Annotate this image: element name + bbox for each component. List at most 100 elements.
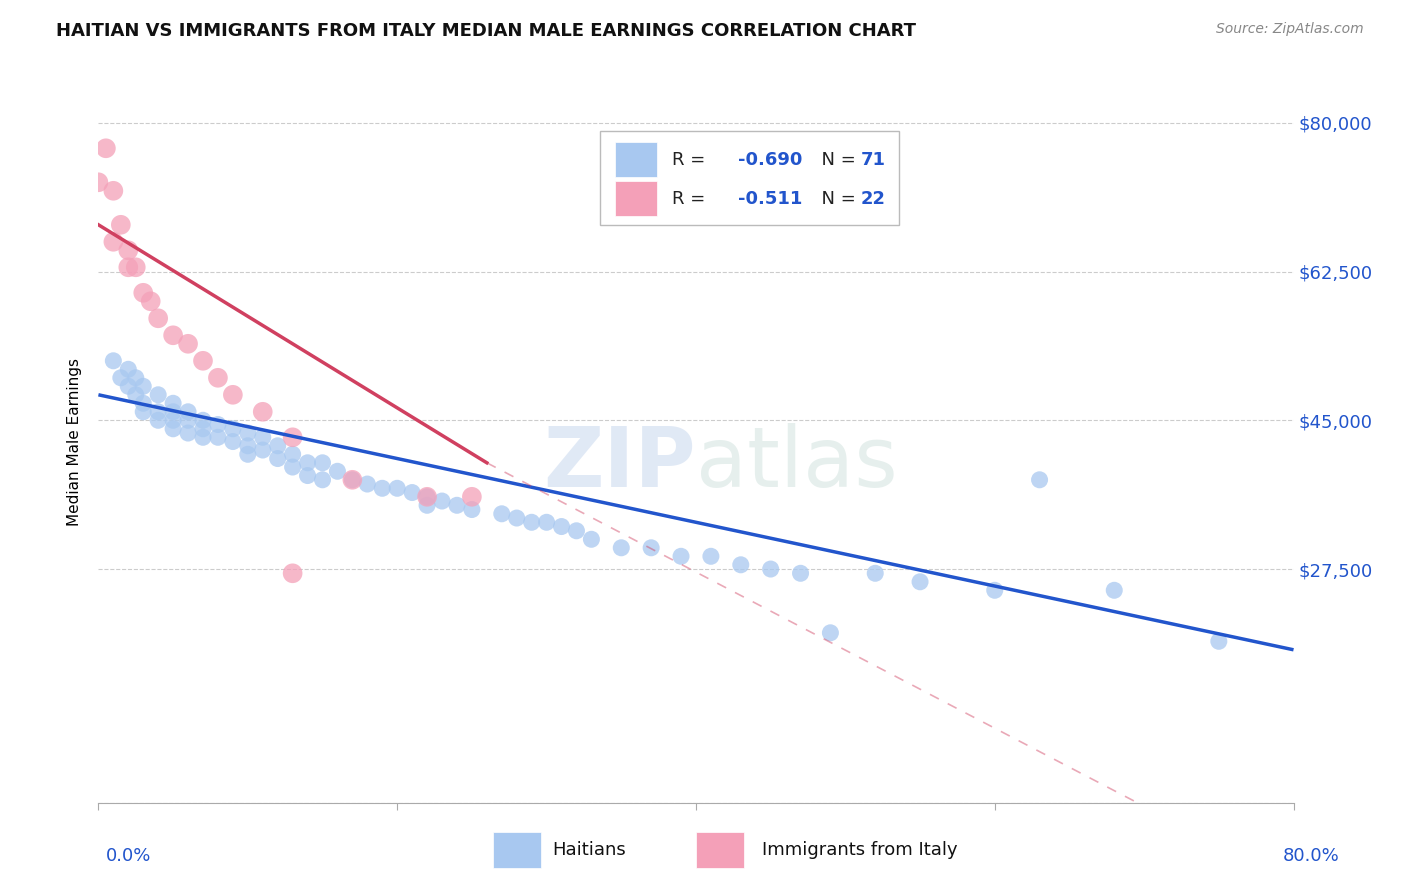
Point [401,485,423,500]
Point [326,464,349,478]
Point [177,425,200,440]
Point [103,184,125,198]
FancyBboxPatch shape [600,131,900,225]
FancyBboxPatch shape [494,831,541,868]
Point [125,388,148,402]
Y-axis label: Median Male Earnings: Median Male Earnings [67,358,83,525]
Text: Immigrants from Italy: Immigrants from Italy [762,841,957,859]
Point [1208,634,1230,648]
Point [385,481,409,495]
Point [207,371,229,385]
Point [430,494,453,508]
Text: N =: N = [810,190,860,208]
Point [162,422,184,436]
Point [117,379,139,393]
Point [132,405,155,419]
Point [565,524,588,538]
Point [125,371,148,385]
Point [191,353,214,368]
Text: 22: 22 [860,190,886,208]
Point [669,549,692,564]
Point [520,516,543,530]
Text: atlas: atlas [696,423,897,504]
Point [177,336,200,351]
Point [252,443,274,458]
Point [640,541,662,555]
Point [281,430,304,444]
Point [342,473,364,487]
Point [148,388,170,402]
Point [1028,473,1050,487]
Point [581,533,603,547]
Point [311,473,333,487]
Point [236,447,259,461]
Point [94,141,117,155]
Point [148,413,170,427]
Point [148,311,170,326]
Point [820,625,842,640]
Point [236,439,259,453]
Text: R =: R = [672,151,711,169]
Text: 80.0%: 80.0% [1284,847,1340,865]
Point [139,294,162,309]
Point [461,490,484,504]
FancyBboxPatch shape [696,831,744,868]
Point [117,244,139,258]
Point [550,519,572,533]
Point [252,405,274,419]
Text: -0.690: -0.690 [738,151,803,169]
Text: 0.0%: 0.0% [105,847,150,865]
Point [222,434,245,449]
Point [267,439,290,453]
Point [491,507,513,521]
Point [416,490,439,504]
Point [222,388,245,402]
Point [371,481,394,495]
Point [132,379,155,393]
Point [984,583,1007,598]
Point [446,498,468,512]
Point [148,405,170,419]
Text: Source: ZipAtlas.com: Source: ZipAtlas.com [1216,22,1364,37]
Point [110,371,132,385]
FancyBboxPatch shape [614,181,657,216]
Point [132,285,155,300]
Point [191,422,214,436]
Point [267,451,290,466]
Text: -0.511: -0.511 [738,190,803,208]
Point [342,473,364,487]
Point [908,574,931,589]
Point [162,405,184,419]
Point [700,549,723,564]
Point [759,562,782,576]
Text: HAITIAN VS IMMIGRANTS FROM ITALY MEDIAN MALE EARNINGS CORRELATION CHART: HAITIAN VS IMMIGRANTS FROM ITALY MEDIAN … [56,22,917,40]
Text: N =: N = [810,151,860,169]
Point [162,328,184,343]
Point [162,413,184,427]
Text: 71: 71 [860,151,886,169]
Point [132,396,155,410]
FancyBboxPatch shape [614,143,657,178]
Point [610,541,633,555]
Text: Haitians: Haitians [553,841,626,859]
Point [103,235,125,249]
Text: R =: R = [672,190,711,208]
Point [87,175,110,189]
Point [297,456,319,470]
Point [236,425,259,440]
Point [416,498,439,512]
Point [281,447,304,461]
Point [177,413,200,427]
Point [506,511,529,525]
Point [125,260,148,275]
Point [207,417,229,432]
Point [730,558,752,572]
Point [191,430,214,444]
Point [252,430,274,444]
Text: ZIP: ZIP [544,423,696,504]
Point [207,430,229,444]
Point [117,260,139,275]
Point [865,566,887,581]
Point [103,353,125,368]
Point [281,460,304,475]
